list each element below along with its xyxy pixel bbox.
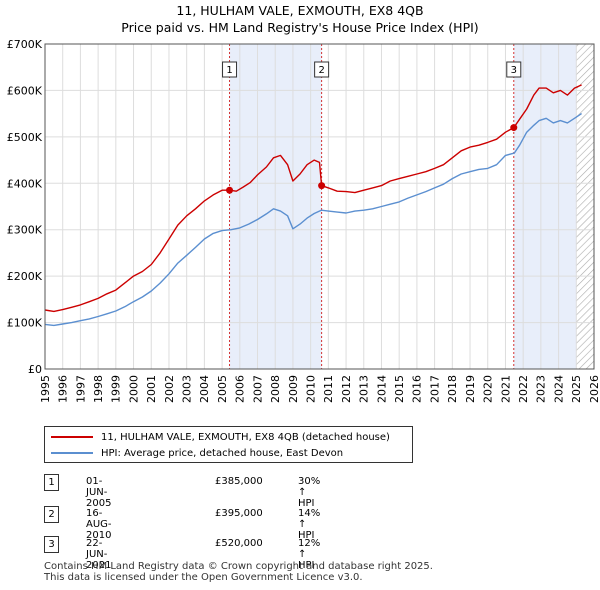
transaction-hpi-change: 14% ↑ HPI	[298, 508, 321, 541]
x-tick-label: 1997	[74, 375, 87, 403]
x-tick-label: 2019	[464, 375, 477, 403]
y-tick-label: £100K	[7, 317, 43, 330]
y-tick-label: £400K	[7, 177, 43, 190]
x-tick-label: 2006	[234, 375, 247, 403]
transaction-date: 16-AUG-2010	[86, 508, 112, 541]
x-tick-label: 2013	[358, 375, 371, 403]
legend-swatch-property	[51, 436, 93, 438]
x-tick-label: 2017	[428, 375, 441, 403]
transaction-hpi-change: 30% ↑ HPI	[298, 476, 321, 509]
transaction-date: 01-JUN-2005	[86, 476, 112, 509]
x-tick-label: 2026	[588, 375, 600, 403]
x-tick-label: 1998	[92, 375, 105, 403]
x-tick-label: 2014	[375, 375, 388, 403]
x-tick-label: 2003	[181, 375, 194, 403]
x-tick-label: 2001	[145, 375, 158, 403]
transaction-price: £520,000	[215, 538, 263, 549]
legend-swatch-hpi	[51, 452, 93, 454]
sale-marker-label: 3	[511, 65, 517, 76]
transaction-marker: 1	[44, 474, 59, 491]
transaction-hpi-change: 12% ↑ HPI	[298, 538, 321, 571]
x-tick-label: 2008	[269, 375, 282, 403]
y-tick-label: £200K	[7, 270, 43, 283]
sale-marker-box	[314, 61, 330, 78]
series-line-hpi	[44, 113, 582, 327]
footer-attribution: Contains HM Land Registry data © Crown c…	[44, 561, 433, 583]
x-tick-label: 2018	[446, 375, 459, 403]
x-tick-label: 2012	[340, 375, 353, 403]
chart-title: 11, HULHAM VALE, EXMOUTH, EX8 4QB	[176, 3, 424, 18]
sale-marker-label: 2	[318, 65, 324, 76]
future-hatch-region	[576, 44, 594, 369]
x-tick-label: 1995	[39, 375, 52, 403]
x-tick-label: 2010	[304, 375, 317, 403]
chart-subtitle: Price paid vs. HM Land Registry's House …	[121, 20, 479, 35]
x-tick-label: 2025	[570, 375, 583, 403]
x-tick-label: 2002	[163, 375, 176, 403]
sale-point	[510, 124, 518, 132]
transaction-marker: 3	[44, 536, 59, 553]
y-tick-label: £700K	[7, 38, 43, 51]
x-tick-label: 2005	[216, 375, 229, 403]
sale-marker-box	[506, 61, 522, 78]
x-tick-label: 1996	[57, 375, 70, 403]
legend-item-property: 11, HULHAM VALE, EXMOUTH, EX8 4QB (detac…	[51, 429, 390, 445]
price-chart: £0 £100K £200K £300K £400K £500K £600K £700K 199…	[7, 38, 600, 403]
transaction-price: £385,000	[215, 476, 263, 487]
x-tick-label: 2000	[127, 375, 140, 403]
x-tick-label: 2011	[322, 375, 335, 403]
y-tick-label: £0	[28, 363, 42, 376]
series-line-property	[44, 84, 582, 313]
sale-marker-label: 1	[226, 65, 232, 76]
x-tick-label: 2021	[499, 375, 512, 403]
legend-label-property: 11, HULHAM VALE, EXMOUTH, EX8 4QB (detac…	[101, 431, 390, 443]
shaded-period	[513, 44, 577, 369]
sale-point	[226, 186, 234, 194]
footer-line-2: This data is licensed under the Open Gov…	[44, 572, 363, 583]
x-tick-label: 2009	[287, 375, 300, 403]
y-tick-label: £600K	[7, 84, 43, 97]
plot-frame	[44, 43, 595, 370]
sale-point	[318, 182, 326, 190]
legend: 11, HULHAM VALE, EXMOUTH, EX8 4QB (detac…	[44, 426, 413, 463]
legend-label-hpi: HPI: Average price, detached house, East…	[101, 447, 344, 459]
chart-title-block: 11, HULHAM VALE, EXMOUTH, EX8 4QB Price …	[0, 2, 600, 36]
legend-item-hpi: HPI: Average price, detached house, East…	[51, 445, 343, 461]
x-tick-label: 2004	[198, 375, 211, 403]
x-tick-label: 2016	[411, 375, 424, 403]
y-tick-label: £300K	[7, 224, 43, 237]
x-tick-label: 2024	[552, 375, 565, 403]
footer-line-1: Contains HM Land Registry data © Crown c…	[44, 561, 433, 572]
transaction-date: 22-JUN-2021	[86, 538, 112, 571]
y-tick-label: £500K	[7, 131, 43, 144]
transaction-marker: 2	[44, 506, 59, 523]
x-tick-label: 2023	[535, 375, 548, 403]
x-tick-label: 2007	[251, 375, 264, 403]
transaction-price: £395,000	[215, 508, 263, 519]
x-tick-label: 2022	[517, 375, 530, 403]
x-tick-label: 2020	[482, 375, 495, 403]
x-tick-label: 1999	[110, 375, 123, 403]
x-tick-label: 2015	[393, 375, 406, 403]
sale-marker-box	[222, 61, 238, 78]
